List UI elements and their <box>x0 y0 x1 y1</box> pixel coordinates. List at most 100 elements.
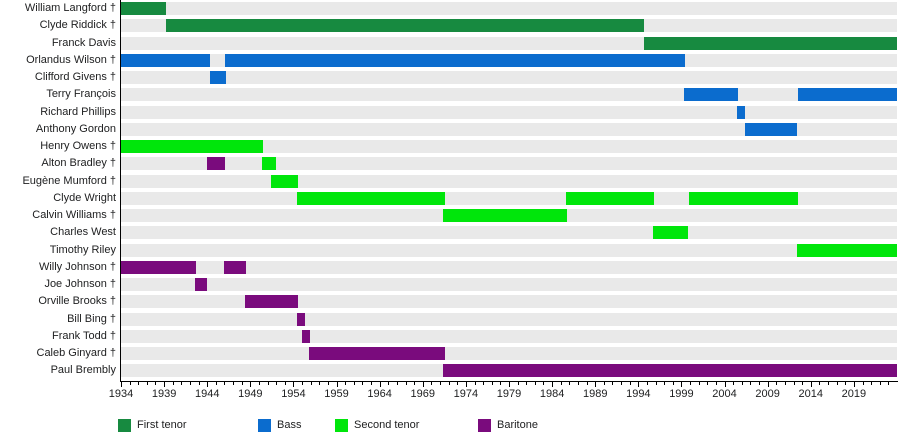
legend-label: Baritone <box>497 419 538 431</box>
minor-tick <box>181 382 183 385</box>
minor-tick <box>155 382 157 385</box>
row-label: Clyde Riddick † <box>39 19 116 32</box>
tick-label: 1994 <box>626 388 651 400</box>
timeline-bar <box>443 364 897 378</box>
minor-tick <box>189 382 191 385</box>
minor-tick <box>396 382 398 385</box>
major-tick <box>552 382 554 387</box>
major-tick <box>121 382 122 387</box>
major-tick <box>250 382 252 387</box>
timeline-bar <box>565 191 654 205</box>
major-tick <box>810 382 812 387</box>
row-track <box>121 140 897 153</box>
row-track <box>121 88 897 102</box>
major-tick <box>595 382 597 387</box>
timeline-bar <box>271 174 298 188</box>
major-tick <box>509 382 510 387</box>
major-tick <box>638 382 640 387</box>
minor-tick <box>629 382 631 385</box>
minor-tick <box>345 382 347 385</box>
tick-label: 1964 <box>367 388 392 400</box>
row-track <box>121 157 897 171</box>
timeline-bar <box>209 71 227 84</box>
y-axis-line <box>120 0 121 381</box>
minor-tick <box>491 382 493 385</box>
minor-tick <box>612 382 614 385</box>
timeline-bar <box>652 226 689 240</box>
row-track <box>121 347 897 360</box>
timeline-bar <box>684 88 739 102</box>
row-label: Frank Todd † <box>51 329 116 342</box>
legend-label: Second tenor <box>354 419 420 431</box>
tick-label: 1949 <box>238 388 263 400</box>
minor-tick <box>879 382 881 385</box>
row-track <box>121 226 897 240</box>
minor-tick <box>793 382 795 385</box>
row-track <box>121 122 897 136</box>
timeline-bar <box>296 312 305 326</box>
minor-tick <box>750 382 752 385</box>
row-track <box>121 329 897 343</box>
minor-tick <box>672 382 674 385</box>
row-track <box>121 295 897 309</box>
timeline-bar <box>121 260 196 274</box>
tick-label: 1939 <box>151 388 177 400</box>
row-label: Charles West <box>50 226 116 239</box>
major-tick <box>164 382 166 387</box>
minor-tick <box>845 382 847 385</box>
tick-label: 1969 <box>410 388 435 400</box>
minor-tick <box>483 382 485 385</box>
minor-tick <box>414 382 416 385</box>
timeline-bar <box>245 295 298 309</box>
minor-tick <box>457 382 459 385</box>
minor-tick <box>276 382 278 385</box>
timeline-bar <box>207 157 226 171</box>
minor-tick <box>707 382 709 385</box>
minor-tick <box>284 382 286 385</box>
timeline-bar <box>121 140 264 153</box>
minor-tick <box>440 382 442 385</box>
tick-label: 1984 <box>539 388 565 400</box>
minor-tick <box>431 382 433 385</box>
row-label: Clifford Givens † <box>34 71 116 83</box>
row-track <box>121 2 897 15</box>
minor-tick <box>646 382 648 385</box>
minor-tick <box>362 382 364 385</box>
minor-tick <box>655 382 657 385</box>
row-label: Richard Phillips <box>40 105 116 118</box>
minor-tick <box>784 382 786 385</box>
tick-label: 1959 <box>324 388 349 400</box>
minor-tick <box>836 382 838 385</box>
tick-label: 1954 <box>281 388 306 400</box>
minor-tick <box>198 382 200 385</box>
minor-tick <box>569 382 571 385</box>
timeline-bar <box>195 278 208 291</box>
minor-tick <box>267 382 269 385</box>
row-track <box>121 174 897 188</box>
row-label: Terry François <box>46 88 116 101</box>
timeline-bar <box>797 88 897 102</box>
minor-tick <box>241 382 243 385</box>
major-tick <box>724 382 726 387</box>
minor-tick <box>319 382 321 385</box>
timeline-bar <box>302 329 310 343</box>
major-tick <box>681 382 683 387</box>
timeline-bar <box>224 260 246 274</box>
minor-tick <box>664 382 666 385</box>
minor-tick <box>560 382 562 385</box>
minor-tick <box>759 382 761 385</box>
tick-label: 1999 <box>669 388 694 400</box>
tick-label: 2019 <box>841 388 867 400</box>
row-label: Joe Johnson † <box>44 278 116 290</box>
row-label: Paul Brembly <box>50 364 116 377</box>
row-label: Calvin Williams † <box>32 209 116 221</box>
major-tick <box>767 382 769 387</box>
legend-label: First tenor <box>137 419 187 431</box>
minor-tick <box>129 382 131 385</box>
tick-label: 1944 <box>194 388 220 400</box>
tick-label: 1989 <box>582 388 608 400</box>
row-label: Eugène Mumford † <box>22 174 116 187</box>
row-track <box>121 243 897 257</box>
timeline-bar <box>121 53 210 67</box>
row-label: Anthony Gordon <box>35 122 116 135</box>
